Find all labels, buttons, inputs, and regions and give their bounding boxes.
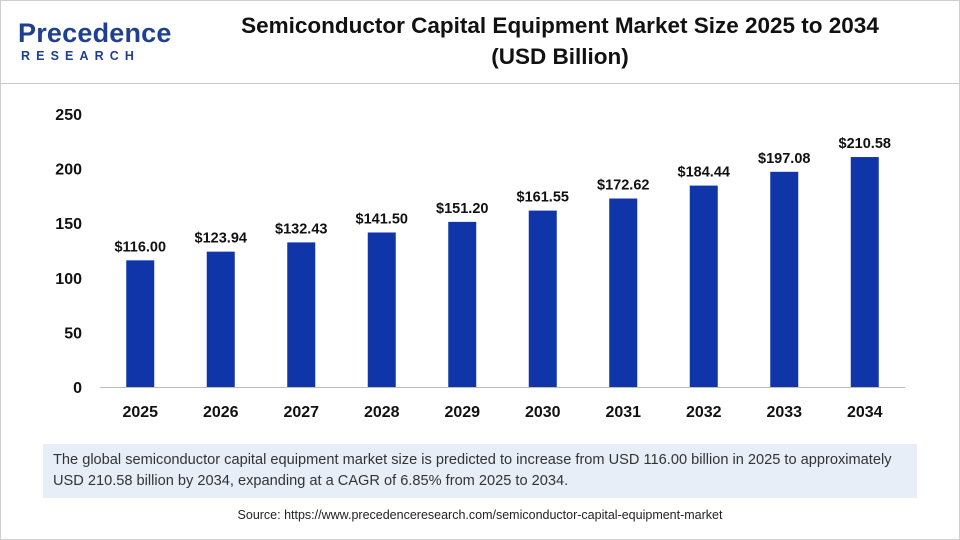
bar <box>367 232 396 387</box>
bar <box>770 171 799 387</box>
bar-chart: 0 50 100 150 200 250 $116.00 2025 $123.94 2026 $13… <box>0 90 960 430</box>
data-label: $210.58 <box>839 136 891 152</box>
summary-note: The global semiconductor capital equipme… <box>43 444 917 498</box>
bar <box>126 260 155 387</box>
x-tick-label: 2033 <box>766 404 802 421</box>
bar <box>689 185 718 387</box>
y-tick-label: 200 <box>55 162 82 179</box>
x-tick-label: 2031 <box>605 404 641 421</box>
brand-logo: Precedence RESEARCH <box>18 16 171 66</box>
x-tick-label: 2025 <box>122 404 158 421</box>
y-tick-label: 250 <box>55 107 82 124</box>
x-tick-label: 2028 <box>364 404 400 421</box>
y-tick-label: 100 <box>55 271 82 288</box>
x-tick-label: 2030 <box>525 404 561 421</box>
data-label: $141.50 <box>356 211 408 227</box>
bar <box>206 251 235 387</box>
bar <box>287 242 316 387</box>
brand-name: Precedence <box>18 18 172 48</box>
x-tick-label: 2026 <box>203 404 239 421</box>
x-tick-label: 2034 <box>847 404 883 421</box>
data-label: $184.44 <box>678 165 730 181</box>
bar <box>448 221 477 387</box>
x-tick-label: 2027 <box>283 404 319 421</box>
data-label: $161.55 <box>517 190 569 206</box>
chart-title: Semiconductor Capital Equipment Market S… <box>200 10 920 72</box>
data-label: $151.20 <box>436 201 488 217</box>
y-tick-label: 0 <box>73 380 82 397</box>
bar <box>609 198 638 387</box>
y-tick-label: 150 <box>55 216 82 233</box>
source-text: Source: https://www.precedenceresearch.c… <box>237 508 723 522</box>
data-label: $123.94 <box>195 231 247 247</box>
x-tick-label: 2032 <box>686 404 722 421</box>
chart-title-line2: (USD Billion) <box>491 44 629 69</box>
bar <box>528 210 557 387</box>
data-label: $197.08 <box>758 151 810 167</box>
data-label: $116.00 <box>114 239 166 255</box>
bar <box>850 157 879 387</box>
data-label: $132.43 <box>275 221 327 237</box>
bar-chart-svg: 0 50 100 150 200 250 $116.00 2025 $123.94 2026 $13… <box>55 107 905 421</box>
chart-title-line1: Semiconductor Capital Equipment Market S… <box>241 13 879 38</box>
data-label: $172.62 <box>597 177 649 193</box>
x-tick-label: 2029 <box>444 404 480 421</box>
brand-sub: RESEARCH <box>21 49 140 63</box>
header: Precedence RESEARCH Semiconductor Capita… <box>0 0 960 84</box>
y-tick-label: 50 <box>64 325 82 342</box>
